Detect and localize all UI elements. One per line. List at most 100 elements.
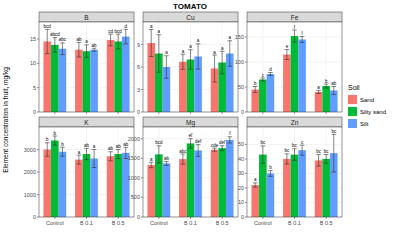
error-bar	[316, 155, 321, 167]
y-tick	[141, 112, 143, 113]
error-bar	[331, 134, 336, 172]
panel: B051015bcdabcdabcdabcdabcabd	[30, 12, 134, 115]
error-bar	[164, 161, 169, 165]
letters: aaaaaaaaa	[150, 24, 232, 55]
error-bar	[77, 155, 82, 164]
y-tick-label: 2000	[128, 136, 140, 142]
error-bar	[45, 143, 50, 157]
x-tick-label: Control	[254, 220, 272, 226]
y-tick	[141, 89, 143, 90]
bar	[251, 90, 259, 113]
error-bar	[253, 183, 258, 187]
y-tick-label: 9	[137, 42, 140, 48]
letter-label: bc	[260, 140, 266, 145]
letter-label: ab	[84, 143, 90, 148]
x-tick	[86, 112, 87, 114]
y-tick-label: 2000	[24, 169, 36, 175]
letters: baabbababbaab	[46, 131, 129, 155]
panel-border	[39, 127, 134, 217]
letters: aabccdebcdefdefabdeff	[150, 131, 231, 161]
error-bar	[123, 29, 128, 44]
strip-label: Cu	[186, 14, 195, 21]
error-bar	[253, 87, 258, 93]
y-tick-label: 15	[30, 36, 36, 42]
letter-label: a	[189, 44, 192, 49]
x-tick	[54, 112, 55, 114]
error-bar	[181, 54, 186, 69]
error-bar	[196, 145, 201, 157]
y-tick-label: 6	[137, 64, 140, 70]
y-tick	[245, 173, 247, 174]
legend-key	[348, 107, 357, 116]
error-bar	[157, 146, 162, 163]
y-tick	[141, 67, 143, 68]
y-tick-label: 1000	[24, 192, 36, 198]
x-tick	[118, 112, 119, 114]
error-bar	[220, 146, 225, 151]
panel-background	[143, 22, 238, 112]
letter-label: b	[269, 165, 272, 170]
y-tick	[141, 197, 143, 198]
bar	[322, 86, 330, 112]
error-bar	[92, 150, 97, 168]
x-tick-label: B 0.5	[320, 220, 333, 226]
x-tick-label: B 0.1	[288, 220, 301, 226]
error-bar	[331, 87, 336, 95]
error-bar	[261, 78, 266, 81]
y-axis-label: Element concentration in fruit, mg/kg	[2, 67, 10, 173]
panel-border	[247, 127, 342, 217]
y-tick-label: 3	[137, 87, 140, 93]
error-bar	[227, 137, 232, 143]
letter-label: abc	[179, 149, 187, 154]
y-tick-label: 1000	[128, 175, 140, 181]
bar	[83, 51, 91, 112]
bar	[211, 150, 219, 217]
strip	[247, 12, 342, 22]
y-tick-label: 40	[238, 156, 244, 162]
y-tick	[141, 158, 143, 159]
letter-label: a	[93, 144, 96, 149]
bar	[122, 37, 130, 112]
bar	[107, 156, 115, 217]
letter-label: cd	[108, 29, 113, 34]
strip	[143, 12, 238, 22]
letter-label: abcd	[50, 32, 60, 37]
y-tick	[245, 187, 247, 188]
y-tick	[245, 37, 247, 38]
letter-label: ab	[331, 81, 337, 86]
error-bar	[261, 146, 266, 163]
error-bar	[227, 41, 232, 67]
bar	[226, 140, 234, 217]
strip-label: Fe	[291, 14, 299, 21]
y-tick-label: 0	[241, 109, 244, 115]
panel-background	[39, 22, 134, 112]
x-tick	[86, 217, 87, 219]
bar	[90, 50, 98, 112]
bar	[315, 160, 323, 217]
panel: Fe050100150beacfbdfab	[235, 12, 342, 115]
letter-label: bc	[331, 129, 337, 134]
y-tick	[141, 217, 143, 218]
error-bar	[292, 30, 297, 42]
y-tick	[245, 158, 247, 159]
letter-label: bcd	[115, 29, 123, 34]
error-bar	[324, 155, 329, 164]
strip	[39, 117, 134, 127]
letter-label: a	[254, 177, 257, 182]
bar	[179, 159, 187, 217]
bar	[218, 148, 226, 217]
letter-label: e	[286, 44, 289, 49]
panel-border	[143, 22, 238, 112]
letter-label: a	[221, 46, 224, 51]
marks	[43, 136, 129, 217]
x-tick-label: B 0.5	[216, 220, 229, 226]
letters: abcbcbcbcbcbcbc	[254, 129, 337, 183]
bar	[315, 92, 323, 112]
bar	[291, 36, 299, 112]
panel: Mg0500100015002000ControlB 0.1B 0.5aabcc…	[128, 117, 238, 226]
y-tick-label: 10	[238, 199, 244, 205]
panel-border	[247, 22, 342, 112]
error-bar	[285, 154, 290, 164]
legend-label: Sand	[360, 97, 374, 103]
letter-label: a	[85, 39, 88, 44]
